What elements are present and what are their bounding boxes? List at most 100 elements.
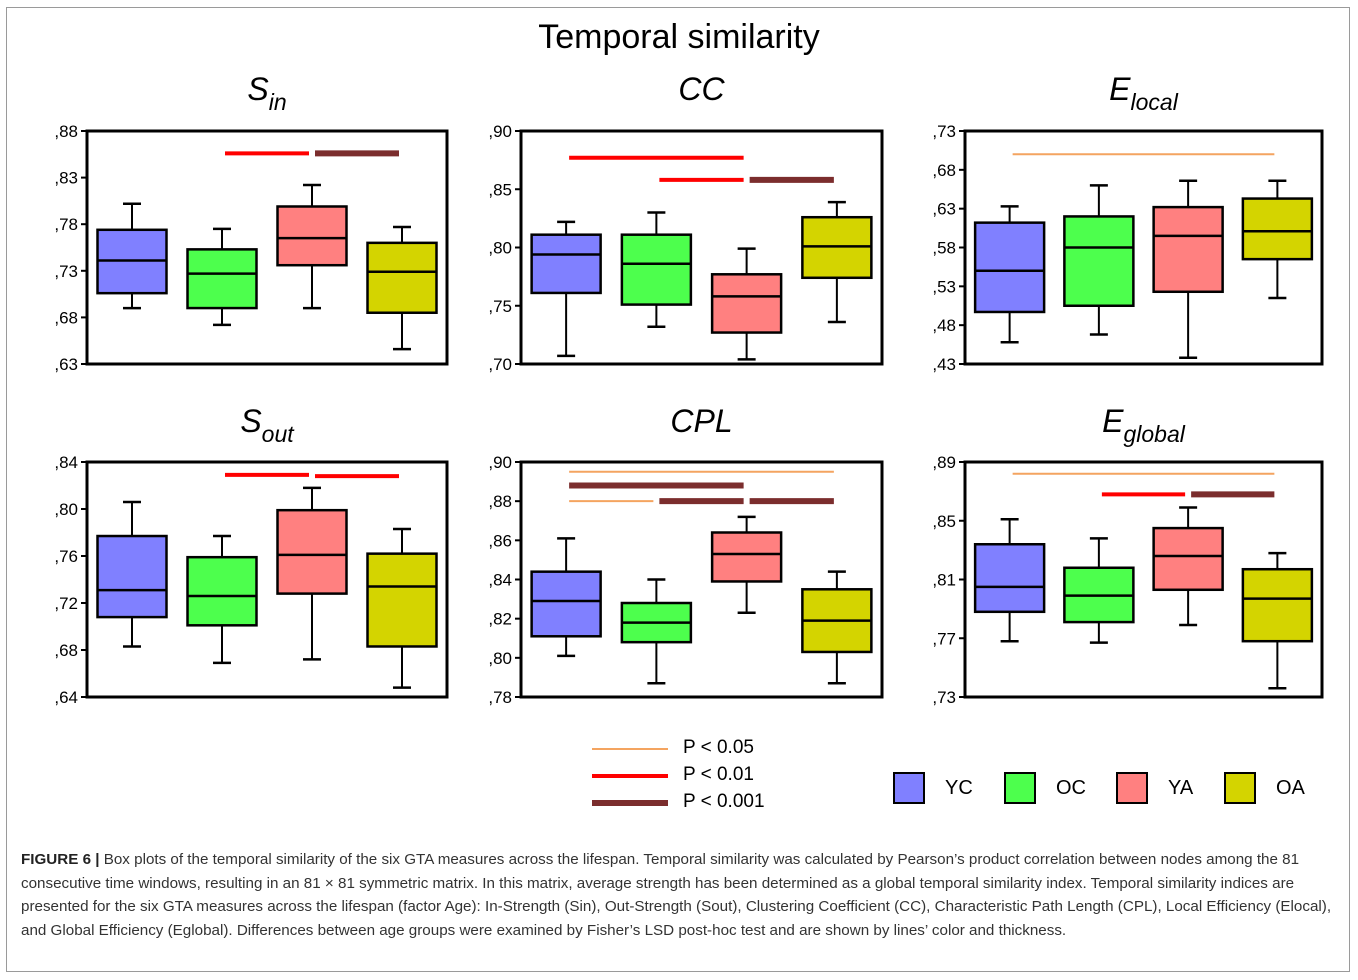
y-tick-label-sin: ,68 <box>54 308 78 327</box>
y-tick-label-cc: ,90 <box>488 122 512 141</box>
y-tick-label-sout: ,76 <box>54 547 78 566</box>
box-eglobal-ya <box>1152 506 1224 627</box>
panel-title-cc: CC <box>678 71 725 107</box>
box-iqr <box>530 570 602 638</box>
y-tick-label-eglobal: ,81 <box>932 571 956 590</box>
box-iqr <box>1152 205 1224 294</box>
box-eglobal-yc <box>973 518 1046 643</box>
y-tick-label-sout: ,80 <box>54 500 78 519</box>
box-cpl-ya <box>710 515 783 615</box>
y-tick-label-cpl: ,82 <box>488 610 512 629</box>
box-iqr <box>1241 567 1314 643</box>
significance-legend: P < 0.05 P < 0.01 P < 0.001 <box>590 736 850 826</box>
legend-row-p05: P < 0.05 <box>590 736 850 762</box>
caption-lead: FIGURE 6 | <box>21 851 100 868</box>
y-tick-label-elocal: ,53 <box>932 277 956 296</box>
legend-group-label: OA <box>1276 777 1305 799</box>
y-tick-label-elocal: ,58 <box>932 239 956 258</box>
y-tick-label-cpl: ,88 <box>488 492 512 511</box>
panel-cpl: CPL ,78 ,80 ,82 ,84 ,86 ,88 ,90 <box>488 403 884 707</box>
box-iqr <box>366 552 438 648</box>
panel-title-eglobal: Eglobal <box>1102 403 1186 447</box>
box-iqr <box>186 248 258 310</box>
box-eglobal-oa <box>1241 551 1314 690</box>
legend-swatch-ya <box>1116 772 1148 804</box>
box-sout-oa <box>366 527 438 689</box>
plot-area-sin <box>85 129 449 366</box>
y-tick-label-sout: ,68 <box>54 641 78 660</box>
plot-area-sout <box>85 460 449 699</box>
y-tick-label-sout: ,64 <box>54 688 78 707</box>
panel-eglobal: Eglobal ,73 ,77 ,81 ,85 ,89 <box>932 403 1324 707</box>
y-tick-label-sout: ,72 <box>54 594 78 613</box>
box-iqr <box>620 233 693 306</box>
y-tick-label-cpl: ,90 <box>488 453 512 472</box>
legend-label-p001: P < 0.01 <box>683 764 754 785</box>
box-cc-oa <box>801 200 873 324</box>
y-tick-label-cpl: ,86 <box>488 531 512 550</box>
figure-title: Temporal similarity <box>538 18 820 56</box>
box-elocal-oc <box>1063 184 1135 336</box>
y-tick-label-eglobal: ,73 <box>932 688 956 707</box>
y-tick-label-cpl: ,80 <box>488 649 512 668</box>
box-eglobal-oc <box>1063 537 1135 644</box>
box-sout-ya <box>276 486 348 661</box>
y-tick-label-elocal: ,68 <box>932 161 956 180</box>
legend-line-p0001 <box>592 800 668 806</box>
box-iqr <box>973 221 1046 314</box>
box-sin-oa <box>366 225 438 351</box>
legend-group-label: OC <box>1056 777 1086 799</box>
panel-title-elocal: Elocal <box>1109 71 1179 115</box>
legend-label-p05: P < 0.05 <box>683 737 754 758</box>
box-iqr <box>276 508 348 595</box>
y-tick-label-cc: ,80 <box>488 239 512 258</box>
y-tick-label-sout: ,84 <box>54 453 78 472</box>
box-iqr <box>276 205 348 267</box>
box-sout-oc <box>186 534 258 665</box>
y-tick-label-eglobal: ,77 <box>932 629 956 648</box>
box-sin-ya <box>276 183 348 310</box>
legend-swatch-oa <box>1224 772 1256 804</box>
legend-label-p0001: P < 0.001 <box>683 791 765 812</box>
y-tick-label-elocal: ,73 <box>932 122 956 141</box>
box-cpl-oa <box>801 570 873 685</box>
box-cpl-yc <box>530 537 602 658</box>
y-tick-label-sin: ,88 <box>54 122 78 141</box>
group-legend: YC OC YA OA <box>890 770 1330 810</box>
box-iqr <box>710 273 783 334</box>
box-iqr <box>1063 215 1135 307</box>
charts-canvas: Sin ,63 ,68 ,73 ,78 ,83 ,88 CC ,70 ,75 ,80 ,85 ,90 El… <box>54 71 1324 707</box>
box-iqr <box>1152 526 1224 592</box>
legend-line-p001 <box>592 774 668 778</box>
box-sout-yc <box>96 500 168 648</box>
y-tick-label-sin: ,78 <box>54 215 78 234</box>
box-iqr <box>973 543 1046 614</box>
y-tick-label-cc: ,85 <box>488 180 512 199</box>
panel-sin: Sin ,63 ,68 ,73 ,78 ,83 ,88 <box>54 71 449 374</box>
y-tick-label-cpl: ,84 <box>488 571 512 590</box>
box-sin-oc <box>186 227 258 327</box>
box-cc-oc <box>620 211 693 328</box>
legend-swatch-yc <box>893 772 925 804</box>
box-sin-yc <box>96 202 168 310</box>
box-iqr <box>366 241 438 314</box>
panel-title-sout: Sout <box>240 403 295 447</box>
y-tick-label-eglobal: ,85 <box>932 512 956 531</box>
y-tick-label-elocal: ,43 <box>932 355 956 374</box>
box-cc-ya <box>710 247 783 361</box>
y-tick-label-cpl: ,78 <box>488 688 512 707</box>
panel-cc: CC ,70 ,75 ,80 ,85 ,90 <box>488 71 884 374</box>
panel-title-sin: Sin <box>247 71 286 115</box>
panel-title-cpl: CPL <box>670 403 732 439</box>
y-tick-label-elocal: ,63 <box>932 200 956 219</box>
y-tick-label-cc: ,75 <box>488 297 512 316</box>
box-elocal-yc <box>973 205 1046 344</box>
panel-sout: Sout ,64 ,68 ,72 ,76 ,80 ,84 <box>54 403 449 707</box>
y-tick-label-sin: ,83 <box>54 169 78 188</box>
y-tick-label-cc: ,70 <box>488 355 512 374</box>
figure-frame <box>6 7 1350 972</box>
box-cc-yc <box>530 220 602 358</box>
y-tick-label-elocal: ,48 <box>932 316 956 335</box>
legend-row-p001: P < 0.01 <box>590 763 850 789</box>
panel-elocal: Elocal ,43 ,48 ,53 ,58 ,63 ,68 ,73 <box>932 71 1324 374</box>
